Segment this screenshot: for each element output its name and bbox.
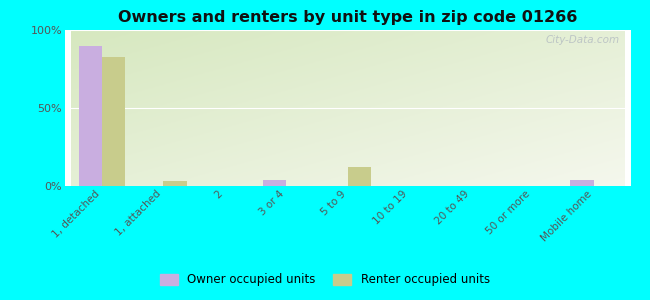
Legend: Owner occupied units, Renter occupied units: Owner occupied units, Renter occupied un…	[155, 269, 495, 291]
Bar	[102, 56, 125, 186]
Text: City-Data.com: City-Data.com	[545, 35, 619, 45]
Bar	[263, 180, 286, 186]
Bar	[79, 46, 102, 186]
Bar	[163, 181, 187, 186]
Bar	[570, 180, 593, 186]
Bar	[348, 167, 371, 186]
Title: Owners and renters by unit type in zip code 01266: Owners and renters by unit type in zip c…	[118, 10, 577, 25]
